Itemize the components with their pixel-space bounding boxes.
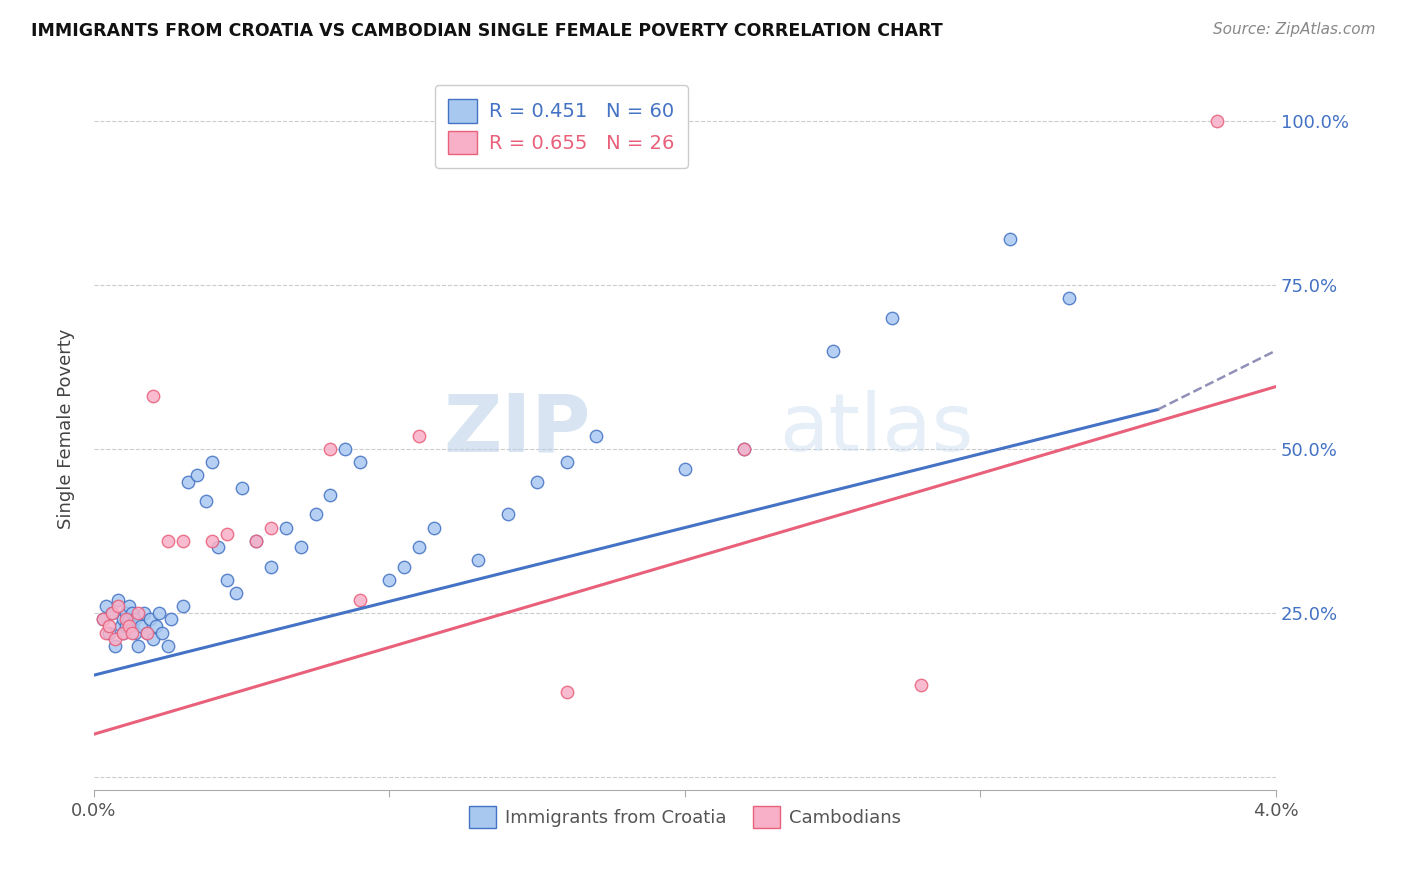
- Point: [142, 389, 165, 403]
- Point: [195, 494, 218, 508]
- Point: [100, 606, 122, 620]
- Point: [172, 533, 194, 548]
- Point: [880, 310, 903, 325]
- Point: [1205, 114, 1227, 128]
- Point: [97, 619, 120, 633]
- Point: [245, 533, 267, 548]
- Point: [207, 541, 229, 555]
- Point: [201, 455, 224, 469]
- Y-axis label: Single Female Poverty: Single Female Poverty: [58, 329, 75, 530]
- Point: [91, 612, 114, 626]
- Point: [124, 625, 146, 640]
- Point: [733, 442, 755, 456]
- Point: [156, 639, 179, 653]
- Point: [104, 632, 127, 646]
- Text: IMMIGRANTS FROM CROATIA VS CAMBODIAN SINGLE FEMALE POVERTY CORRELATION CHART: IMMIGRANTS FROM CROATIA VS CAMBODIAN SIN…: [31, 22, 942, 40]
- Point: [467, 553, 489, 567]
- Point: [91, 612, 114, 626]
- Point: [94, 599, 117, 614]
- Point: [107, 592, 129, 607]
- Point: [115, 606, 138, 620]
- Point: [159, 612, 181, 626]
- Point: [186, 468, 208, 483]
- Point: [115, 612, 138, 626]
- Point: [110, 619, 132, 633]
- Point: [821, 343, 844, 358]
- Point: [260, 520, 283, 534]
- Point: [231, 481, 253, 495]
- Point: [142, 632, 165, 646]
- Point: [115, 619, 138, 633]
- Point: [136, 625, 159, 640]
- Point: [408, 429, 430, 443]
- Point: [392, 560, 415, 574]
- Point: [910, 678, 932, 692]
- Point: [124, 612, 146, 626]
- Point: [156, 533, 179, 548]
- Point: [129, 619, 152, 633]
- Point: [225, 586, 247, 600]
- Point: [555, 684, 578, 698]
- Point: [118, 612, 141, 626]
- Point: [139, 612, 162, 626]
- Point: [215, 573, 238, 587]
- Point: [319, 488, 342, 502]
- Point: [274, 520, 297, 534]
- Point: [127, 606, 149, 620]
- Point: [1057, 291, 1080, 305]
- Point: [585, 429, 607, 443]
- Point: [319, 442, 342, 456]
- Point: [408, 541, 430, 555]
- Point: [107, 599, 129, 614]
- Point: [136, 625, 159, 640]
- Point: [378, 573, 401, 587]
- Point: [526, 475, 548, 489]
- Point: [121, 606, 143, 620]
- Point: [104, 639, 127, 653]
- Point: [121, 625, 143, 640]
- Point: [100, 606, 122, 620]
- Legend: Immigrants from Croatia, Cambodians: Immigrants from Croatia, Cambodians: [461, 798, 908, 835]
- Text: ZIP: ZIP: [443, 390, 591, 468]
- Point: [145, 619, 167, 633]
- Point: [260, 560, 283, 574]
- Point: [290, 541, 312, 555]
- Point: [673, 461, 696, 475]
- Point: [118, 599, 141, 614]
- Point: [118, 619, 141, 633]
- Point: [201, 533, 224, 548]
- Point: [733, 442, 755, 456]
- Point: [112, 625, 135, 640]
- Point: [94, 625, 117, 640]
- Point: [333, 442, 356, 456]
- Point: [423, 520, 446, 534]
- Point: [349, 455, 371, 469]
- Text: Source: ZipAtlas.com: Source: ZipAtlas.com: [1212, 22, 1375, 37]
- Point: [121, 619, 143, 633]
- Point: [148, 606, 170, 620]
- Text: atlas: atlas: [779, 390, 974, 468]
- Point: [349, 592, 371, 607]
- Point: [97, 625, 120, 640]
- Point: [112, 625, 135, 640]
- Point: [112, 612, 135, 626]
- Point: [215, 527, 238, 541]
- Point: [127, 639, 149, 653]
- Point: [555, 455, 578, 469]
- Point: [496, 508, 519, 522]
- Point: [998, 232, 1021, 246]
- Point: [245, 533, 267, 548]
- Point: [177, 475, 200, 489]
- Point: [150, 625, 173, 640]
- Point: [172, 599, 194, 614]
- Point: [304, 508, 326, 522]
- Point: [134, 606, 156, 620]
